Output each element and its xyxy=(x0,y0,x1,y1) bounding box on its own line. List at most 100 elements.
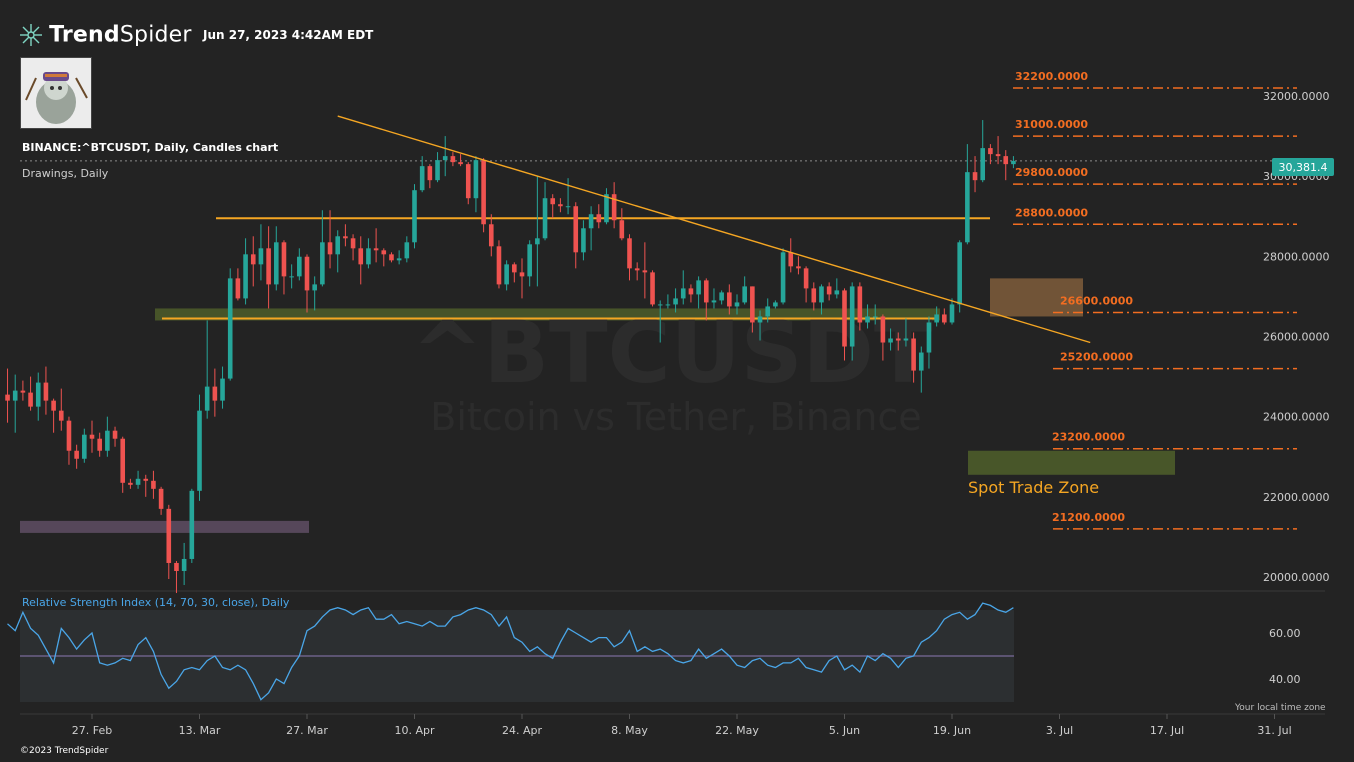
candle xyxy=(711,300,717,303)
candle xyxy=(12,390,18,401)
price-level-label: 23200.0000 xyxy=(1052,431,1125,444)
candle xyxy=(97,438,102,451)
trendline xyxy=(337,115,1091,344)
candle xyxy=(849,286,855,347)
candle xyxy=(512,264,517,273)
x-tick-label: 19. Jun xyxy=(933,724,971,737)
candle xyxy=(189,490,195,559)
candle xyxy=(35,382,41,407)
candle xyxy=(412,190,417,243)
candle xyxy=(227,278,233,379)
candle xyxy=(220,378,225,401)
brand-logo[interactable]: TrendSpider xyxy=(18,22,192,48)
candle xyxy=(373,248,379,251)
rsi-panel: 40.00 60.00 xyxy=(7,602,1301,702)
candle xyxy=(842,290,847,347)
x-tick-label: 31. Jul xyxy=(1257,724,1291,737)
candle xyxy=(174,562,179,571)
candle xyxy=(304,256,310,291)
candle xyxy=(28,392,33,407)
candle xyxy=(212,386,218,401)
x-tick-label: 27. Mar xyxy=(286,724,328,737)
candle xyxy=(588,214,594,229)
candle xyxy=(796,266,801,269)
rsi-tick-label: 40.00 xyxy=(1269,673,1301,686)
candle xyxy=(250,254,256,265)
candle xyxy=(719,292,724,301)
x-tick-label: 27. Feb xyxy=(72,724,112,737)
candle xyxy=(750,286,755,323)
candle xyxy=(788,252,794,267)
candle xyxy=(320,242,325,285)
grid xyxy=(20,160,1325,715)
candle xyxy=(834,290,840,295)
candle xyxy=(949,304,955,323)
y-tick-label: 28000.0000 xyxy=(1263,250,1329,263)
candle xyxy=(381,250,387,255)
candle xyxy=(642,270,648,273)
candle xyxy=(281,242,287,277)
price-level-label: 28800.0000 xyxy=(1015,206,1088,219)
candle xyxy=(473,160,479,199)
candle xyxy=(458,162,463,165)
support-zone xyxy=(155,308,940,321)
candle xyxy=(204,386,210,411)
candle xyxy=(596,214,602,223)
horizontal-lines xyxy=(162,217,990,320)
price-level-label: 25200.0000 xyxy=(1060,351,1133,364)
price-levels: 32200.0000 31000.0000 29800.0000 28800.0000… xyxy=(1013,70,1297,530)
x-tick-label: 17. Jul xyxy=(1150,724,1184,737)
candle xyxy=(135,478,141,485)
drawings-label[interactable]: Drawings, Daily xyxy=(22,167,109,180)
candle xyxy=(366,248,371,265)
candle xyxy=(888,338,893,343)
candle xyxy=(519,272,525,277)
breakout-box xyxy=(990,278,1083,317)
candle xyxy=(312,284,317,291)
candle xyxy=(872,316,878,318)
brand-trend: Trend xyxy=(49,22,120,48)
price-level-label: 32200.0000 xyxy=(1015,70,1088,83)
brand-spider: Spider xyxy=(119,22,192,48)
candle xyxy=(819,286,824,303)
watermark-description: Bitcoin vs Tether, Binance xyxy=(430,395,921,439)
candle xyxy=(980,148,986,181)
avatar xyxy=(20,57,92,129)
candle xyxy=(465,164,471,199)
candle xyxy=(389,254,394,261)
candle xyxy=(995,154,1001,157)
spot-trade-zone xyxy=(968,450,1175,475)
candle xyxy=(550,198,556,205)
candle xyxy=(435,160,440,181)
candle xyxy=(297,256,302,277)
y-axis: 20000.0000 22000.0000 24000.0000 26000.0000… xyxy=(1263,90,1329,584)
candle xyxy=(811,288,817,303)
x-tick-label: 13. Mar xyxy=(179,724,221,737)
price-level-label: 29800.0000 xyxy=(1015,166,1088,179)
price-level-label: 21200.0000 xyxy=(1052,511,1125,524)
candle xyxy=(903,338,909,341)
price-level-label: 26600.0000 xyxy=(1060,294,1133,307)
candle xyxy=(988,148,993,155)
candle xyxy=(558,204,563,207)
candle xyxy=(965,172,970,243)
candle xyxy=(120,438,126,483)
candle xyxy=(488,224,494,247)
symbol-info[interactable]: BINANCE:^BTCUSDT, Daily, Candles chart xyxy=(22,141,279,154)
candle xyxy=(895,338,901,341)
candle xyxy=(803,268,809,289)
candle xyxy=(143,478,149,481)
candle xyxy=(258,248,264,265)
y-tick-label: 26000.0000 xyxy=(1263,331,1329,344)
candle xyxy=(504,264,509,285)
candle xyxy=(942,314,947,323)
rsi-label[interactable]: Relative Strength Index (14, 70, 30, clo… xyxy=(22,596,290,609)
candle xyxy=(235,278,241,299)
x-tick-label: 22. May xyxy=(715,724,759,737)
candle xyxy=(780,252,786,303)
candle xyxy=(343,236,348,239)
candle xyxy=(20,390,26,393)
price-level-label: 31000.0000 xyxy=(1015,118,1088,131)
candle xyxy=(66,420,72,451)
